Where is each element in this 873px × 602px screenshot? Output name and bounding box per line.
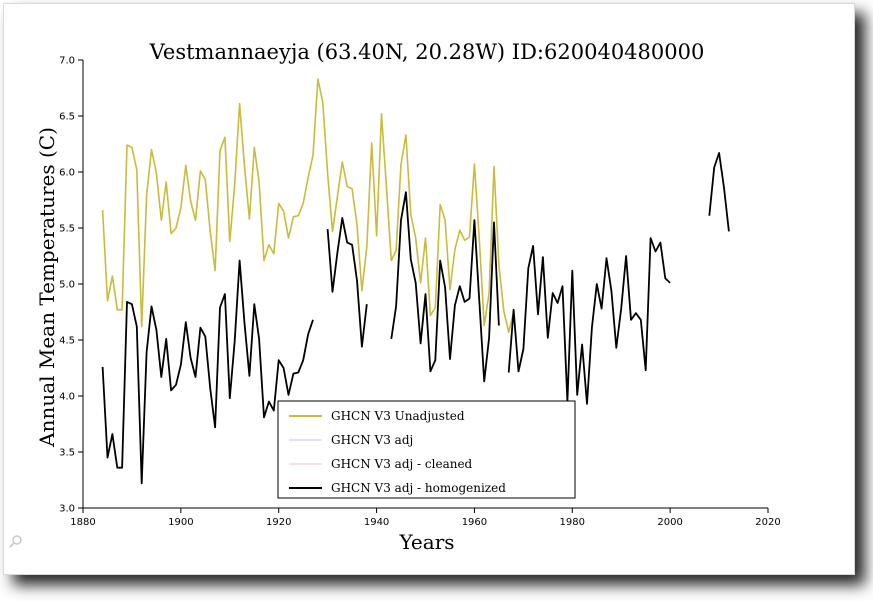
y-axis-label: Annual Mean Temperatures (C): [35, 127, 59, 448]
chart-title: Vestmannaeyja (63.40N, 20.28W) ID:620040…: [149, 40, 705, 64]
series-line-0: [101, 78, 515, 333]
x-tick-label: 1880: [70, 517, 95, 528]
series-line-3: [708, 152, 730, 232]
y-tick-label: 3.5: [59, 448, 75, 459]
y-tick-label: 5.0: [59, 280, 75, 291]
legend: GHCN V3 Unadjusted GHCN V3 adj GHCN V3 adj…: [277, 400, 576, 499]
x-tick-label: 1920: [266, 517, 291, 528]
x-tick-label: 1960: [462, 517, 487, 528]
x-tick-label: 1900: [168, 517, 193, 528]
magnifier-icon[interactable]: [8, 534, 24, 550]
y-tick-label: 4.0: [59, 392, 75, 403]
y-tick-label: 4.5: [59, 336, 75, 347]
series-line-3: [101, 259, 314, 485]
chart-svg: Vestmannaeyja (63.40N, 20.28W) ID:620040…: [35, 40, 781, 554]
x-tick-label: 1980: [560, 517, 585, 528]
x-tick-label: 2020: [755, 517, 780, 528]
y-tick-label: 6.5: [59, 112, 75, 123]
y-axis-ticks: 3.0 3.5 4.0 4.5 5.0 5.5 6.0 6.5 7.0: [59, 56, 83, 515]
legend-label: GHCN V3 Unadjusted: [331, 409, 465, 423]
plot-area: 1880 1900 1920 1940 1960 1980 2000 2020 3.0 3.5 4…: [59, 56, 781, 529]
x-tick-label: 2000: [657, 517, 682, 528]
y-tick-label: 7.0: [59, 56, 75, 67]
series-line-3: [390, 191, 500, 383]
y-tick-label: 5.5: [59, 224, 75, 235]
x-axis-label: Years: [398, 530, 454, 554]
legend-items: GHCN V3 Unadjusted GHCN V3 adj GHCN V3 adj…: [289, 409, 506, 495]
x-axis-ticks: 1880 1900 1920 1940 1960 1980 2000 2020: [70, 508, 781, 528]
legend-box: [277, 400, 576, 499]
y-tick-label: 3.0: [59, 504, 75, 515]
chart-frame: Vestmannaeyja (63.40N, 20.28W) ID:620040…: [3, 3, 855, 575]
legend-label: GHCN V3 adj - cleaned: [331, 457, 473, 471]
series-lines: [101, 78, 730, 485]
series-line-3: [507, 237, 671, 405]
series-line-3: [326, 217, 368, 348]
y-tick-label: 6.0: [59, 168, 75, 179]
legend-label: GHCN V3 adj: [331, 433, 413, 447]
x-tick-label: 1940: [364, 517, 389, 528]
legend-label: GHCN V3 adj - homogenized: [331, 481, 506, 495]
